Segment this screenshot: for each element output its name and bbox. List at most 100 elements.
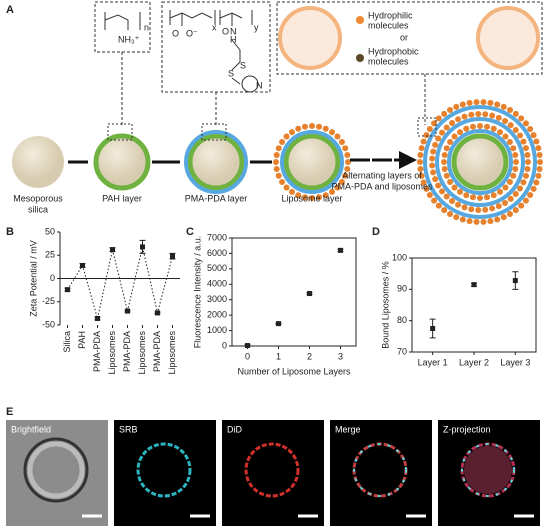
legend-box: [276, 1, 543, 75]
bond: [104, 12, 141, 30]
lipid-bead: [535, 145, 542, 152]
lipid-bead: [426, 191, 433, 198]
lipid-bead: [495, 114, 502, 121]
lipid-bead: [512, 151, 519, 158]
lipid-bead: [524, 152, 531, 159]
lipid-bead: [430, 169, 437, 176]
panel-label: B: [6, 226, 14, 238]
lipid-bead: [490, 192, 497, 199]
y-tick-label: 70: [397, 346, 407, 356]
stage-label: PMA-PDA and liposomes: [331, 181, 433, 191]
lipid-bead: [456, 129, 463, 136]
silica-particle: [12, 136, 64, 188]
lipid-bead: [301, 194, 308, 201]
cell-overlay: [353, 443, 407, 497]
x-tick-label: PMA-PDA: [92, 331, 102, 372]
bond: [169, 10, 253, 85]
lipid-bead: [309, 123, 315, 129]
lipid-bead: [455, 116, 462, 123]
lipid-bead: [429, 155, 436, 162]
lipid-bead: [497, 188, 504, 195]
lipid-bead: [273, 151, 280, 158]
lipid-bead: [487, 218, 494, 225]
cell: [27, 441, 85, 499]
lipid-bead: [518, 202, 525, 209]
lipid-bead: [338, 179, 345, 186]
y-tick-label: 80: [397, 315, 407, 325]
lipid-bead: [489, 112, 496, 119]
marker: [471, 282, 477, 288]
stage-label: Mesoporous: [13, 193, 63, 203]
x-tick-label: PMA-PDA: [122, 331, 132, 372]
lipid-bead: [502, 199, 509, 206]
x-tick-label: Layer 1: [418, 357, 448, 367]
lipid-bead: [482, 206, 489, 213]
stage-label: PAH layer: [102, 193, 142, 203]
x-tick-label: 0: [245, 351, 250, 361]
lipid-bead: [417, 152, 424, 159]
lipid-bead: [322, 125, 329, 132]
lipid-bead: [279, 138, 286, 145]
legend-text: molecules: [368, 20, 409, 30]
x-tick-label: Layer 3: [500, 357, 530, 367]
lipid-bead: [500, 103, 507, 110]
lipid-bead: [273, 159, 279, 165]
pma-layer: [447, 129, 513, 195]
lipid-bead: [334, 133, 341, 140]
lipid-bead: [520, 138, 527, 145]
data-line: [67, 246, 173, 319]
lipid-bead: [494, 101, 501, 108]
lipid-bead: [342, 145, 349, 152]
lipid-bead: [439, 188, 446, 195]
lipid-bead: [512, 191, 519, 198]
lipid-bead: [295, 192, 302, 199]
y-tick-label: 0: [222, 340, 227, 350]
lipid-bead: [441, 110, 448, 117]
lipid-bead: [494, 216, 501, 223]
lipid-bead: [520, 179, 527, 186]
lipid-bead: [451, 184, 458, 191]
lipid-bead: [453, 214, 460, 221]
lipid-bead: [507, 122, 514, 129]
x-tick-label: PMA-PDA: [152, 331, 162, 372]
marker: [80, 262, 85, 268]
lipid-bead: [344, 151, 351, 158]
legend-text: molecules: [368, 56, 409, 66]
lipid-bead: [316, 123, 323, 130]
lipid-bead: [329, 188, 336, 195]
lipid-bead: [512, 207, 519, 214]
lipid-bead: [435, 202, 442, 209]
x-tick-label: Layer 2: [459, 357, 489, 367]
marker: [512, 278, 518, 284]
marker: [338, 247, 343, 253]
lipid-bead: [447, 210, 453, 217]
lipid-bead: [463, 192, 470, 199]
stage-label: silica: [28, 204, 48, 214]
lipid-bead: [435, 135, 442, 142]
cell-overlay: [461, 443, 515, 497]
image-label: Z-projection: [443, 424, 491, 434]
marker: [276, 321, 281, 327]
lipid-bead: [426, 126, 433, 133]
lipid-bead: [507, 107, 513, 114]
legend-text: Hydrophilic: [368, 10, 413, 20]
lipid-bead: [435, 115, 442, 122]
y-tick-label: 1000: [207, 325, 227, 335]
lipid-bead: [441, 207, 448, 214]
legend-text: Hydrophobic: [368, 46, 419, 56]
lipid-bead: [301, 123, 308, 130]
lipid-bead: [417, 159, 423, 165]
image-label: Brightfield: [11, 424, 51, 434]
lipid-bead: [522, 172, 529, 179]
image-label: Merge: [335, 424, 361, 434]
final-particle: [451, 133, 509, 191]
lipid-bead: [512, 166, 519, 173]
structure-text: n: [144, 22, 149, 32]
structure-text: H: [230, 34, 237, 44]
lipid-bead: [502, 133, 509, 140]
lipid-bead: [517, 132, 524, 139]
lipid-bead: [441, 151, 448, 158]
legend-icon: [356, 16, 364, 24]
lipid-bead: [468, 206, 475, 213]
y-axis-label: Bound Liposomes / %: [380, 261, 390, 349]
